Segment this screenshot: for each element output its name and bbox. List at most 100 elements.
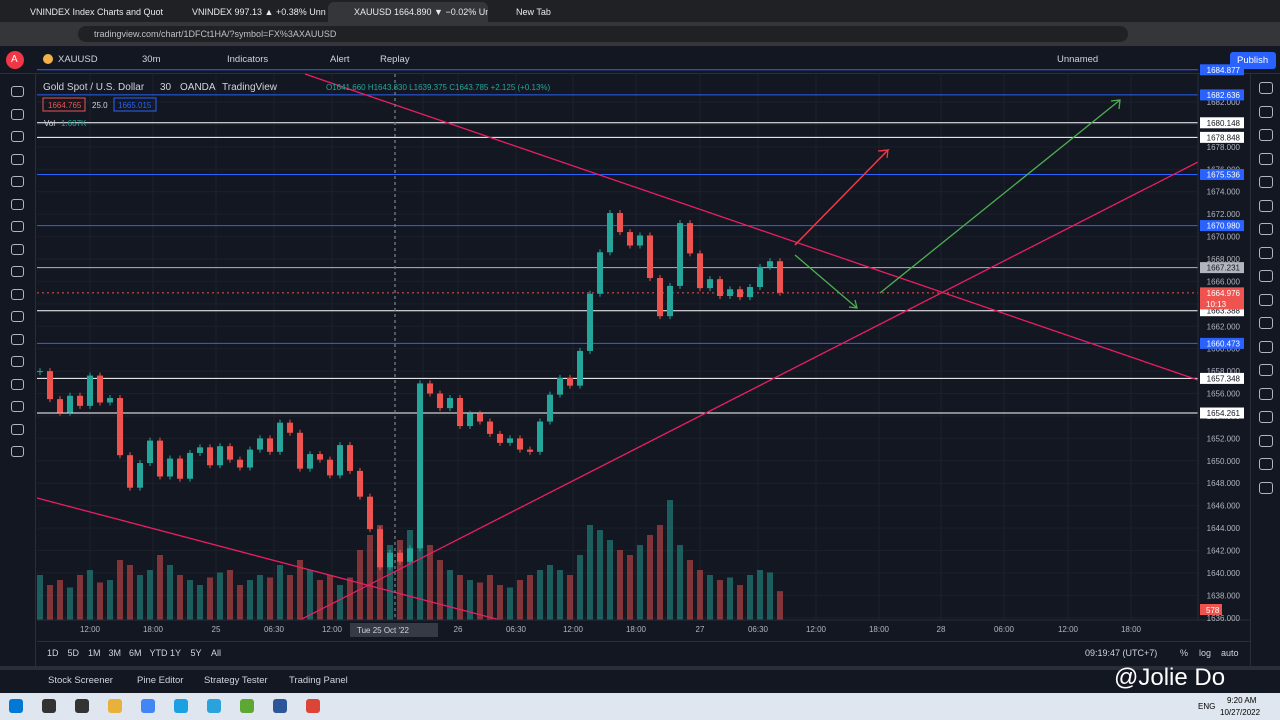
bid-box (42, 97, 86, 112)
tool-icon[interactable] (11, 423, 24, 435)
browser-tab[interactable]: VNINDEX 997.13 ▲ +0.38% Unn (192, 7, 326, 17)
volume-bar (277, 565, 283, 620)
price-label-bg (1200, 64, 1244, 76)
tool-icon[interactable] (11, 266, 24, 277)
tool-icon[interactable] (11, 356, 24, 367)
y-tick-label: 1672.000 (1207, 210, 1241, 219)
side-icon[interactable] (1259, 129, 1273, 141)
tool-icon[interactable] (11, 243, 24, 255)
crosshair-label-bg (350, 623, 438, 637)
side-icon[interactable] (1259, 387, 1273, 400)
taskbar-icon[interactable] (207, 699, 221, 713)
log-toggle[interactable]: log (1199, 648, 1212, 658)
side-icon[interactable] (1259, 458, 1273, 470)
tool-icon[interactable] (11, 446, 24, 457)
arrow (879, 99, 1121, 294)
range-button[interactable]: 1M (88, 648, 101, 658)
tool-icon[interactable] (11, 86, 24, 97)
tool-icon[interactable] (11, 176, 24, 187)
tool-icon[interactable] (11, 333, 24, 345)
price-label-bg (1200, 407, 1244, 419)
side-icon[interactable] (1259, 199, 1273, 212)
volume-bar (147, 570, 153, 620)
panel-tab[interactable]: Strategy Tester (204, 675, 268, 686)
candle-body (397, 552, 403, 562)
side-icon[interactable] (1259, 152, 1273, 165)
tool-icon[interactable] (11, 221, 24, 232)
range-button[interactable]: YTD (149, 648, 168, 658)
side-icon[interactable] (1259, 270, 1273, 282)
side-icon[interactable] (1259, 176, 1273, 188)
replay[interactable]: Replay (380, 54, 410, 65)
taskbar-icon[interactable] (306, 699, 320, 713)
layout-name[interactable]: Unnamed (1057, 54, 1099, 65)
lang: ENG (1198, 702, 1216, 711)
y-tick-label: 1674.000 (1207, 188, 1241, 197)
tool-icon[interactable] (11, 401, 24, 412)
avatar[interactable]: A (6, 51, 24, 69)
candle-body (57, 399, 63, 413)
price-label: 1684.877 (1207, 66, 1241, 75)
y-tick-label: 1656.000 (1207, 390, 1241, 399)
taskbar-icon[interactable] (9, 699, 23, 713)
side-icon[interactable] (1259, 411, 1273, 423)
volume-bar (707, 575, 713, 620)
range-button[interactable]: 1D (47, 648, 59, 658)
range-button[interactable]: All (211, 648, 222, 658)
browser-tab[interactable]: XAUUSD 1664.890 ▼ −0.02% Un (328, 2, 488, 22)
alert[interactable]: Alert (330, 54, 350, 65)
price-label: 1654.261 (1207, 409, 1241, 418)
price-label: 1667.231 (1207, 264, 1241, 273)
side-icon[interactable] (1259, 481, 1273, 494)
range-button[interactable]: 5Y (190, 648, 202, 658)
tool-icon[interactable] (11, 131, 24, 142)
symbol[interactable]: XAUUSD (58, 54, 98, 65)
url[interactable]: tradingview.com/chart/1DFCt1HA/?symbol=F… (78, 26, 1128, 42)
tool-icon[interactable] (11, 288, 24, 300)
browser-tab[interactable]: New Tab (516, 7, 551, 17)
side-icon[interactable] (1259, 223, 1273, 235)
taskbar-icon[interactable] (141, 699, 155, 713)
x-tick-label: 18:00 (626, 625, 647, 634)
tool-icon[interactable] (11, 378, 24, 390)
panel-tab[interactable]: Pine Editor (137, 675, 184, 686)
ask-box (113, 97, 157, 112)
range-button[interactable]: 3M (108, 648, 122, 658)
taskbar-icon[interactable] (240, 699, 254, 713)
panel-tab[interactable]: Stock Screener (48, 675, 113, 686)
auto-toggle[interactable]: auto (1221, 648, 1239, 658)
side-icon[interactable] (1259, 293, 1273, 306)
tool-icon[interactable] (11, 108, 24, 120)
tool-icon[interactable] (11, 311, 24, 322)
candle-body (387, 552, 393, 568)
candle-body (357, 470, 363, 497)
taskbar-icon[interactable] (273, 699, 287, 713)
interval[interactable]: 30m (142, 54, 161, 65)
side-icon[interactable] (1259, 364, 1273, 376)
taskbar-icon[interactable] (42, 699, 56, 713)
taskbar-icon[interactable] (75, 699, 89, 713)
tool-icon[interactable] (11, 153, 24, 165)
candle-body (377, 529, 383, 568)
side-icon[interactable] (1259, 317, 1273, 329)
panel-tab[interactable]: Trading Panel (289, 675, 348, 686)
browser-tab[interactable]: VNINDEX Index Charts and Quot (30, 7, 164, 17)
side-icon[interactable] (1259, 340, 1273, 353)
taskbar-icon[interactable] (174, 699, 188, 713)
volume-bar (507, 587, 513, 620)
range-button[interactable]: 6M (129, 648, 142, 658)
candle-body (337, 445, 343, 476)
side-icon[interactable] (1259, 82, 1273, 94)
side-icon[interactable] (1259, 246, 1273, 259)
range-button[interactable]: 5D (67, 648, 80, 658)
taskbar-icon[interactable] (108, 699, 122, 713)
side-icon[interactable] (1259, 105, 1273, 118)
tool-icon[interactable] (11, 198, 24, 210)
candle-body (37, 371, 43, 373)
indicators[interactable]: Indicators (227, 54, 269, 65)
side-icon[interactable] (1259, 434, 1273, 447)
volume-bar (287, 575, 293, 620)
percent-toggle[interactable]: % (1180, 648, 1189, 658)
range-button[interactable]: 1Y (170, 648, 182, 658)
volume-bar (307, 570, 313, 620)
